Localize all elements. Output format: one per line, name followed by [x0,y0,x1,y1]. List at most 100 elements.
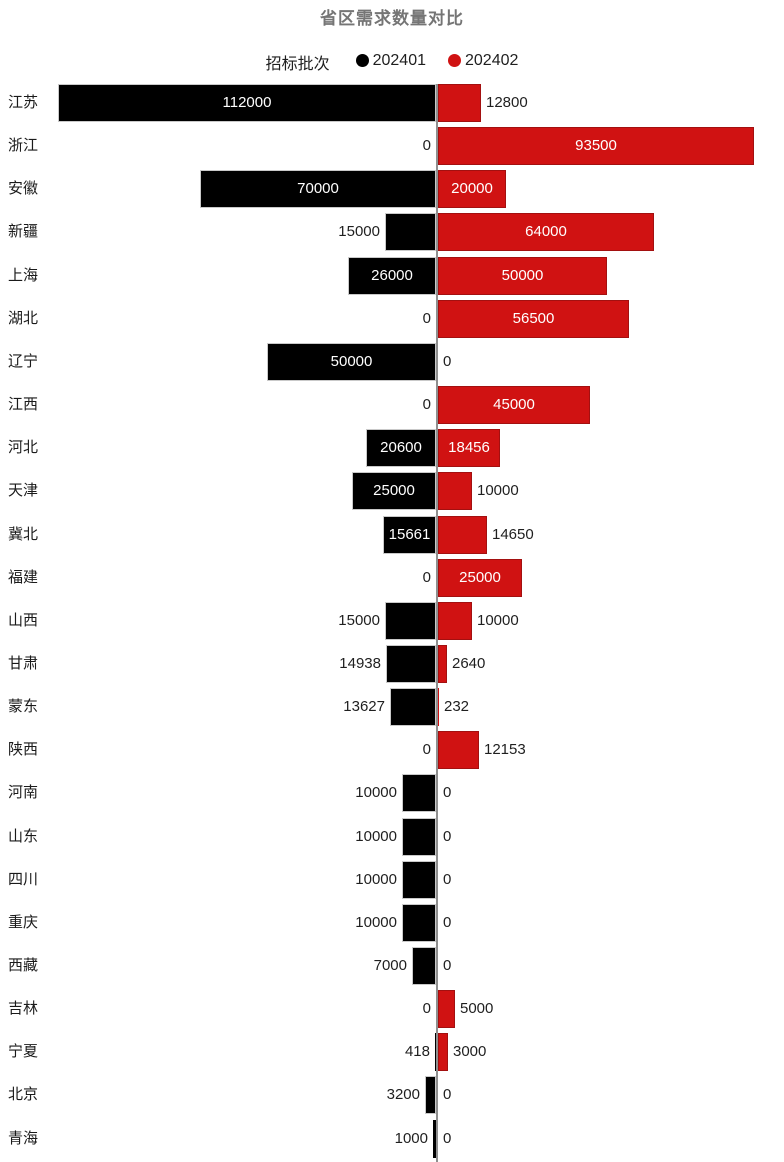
value-label-202401: 13627 [343,698,385,716]
value-label-202401: 0 [422,396,431,414]
chart-row: 天津 25000 10000 [0,472,784,511]
bar-202402[interactable] [438,731,479,770]
bar-202402[interactable] [438,558,522,597]
chart-row: 山西 15000 10000 [0,601,784,640]
bar-202401[interactable] [425,1076,436,1115]
category-label: 青海 [8,1129,39,1147]
value-label-202401: 1000 [394,1129,428,1147]
bar-202402[interactable] [438,515,487,554]
bar-202401[interactable] [200,170,436,209]
value-label-202401: 0 [422,741,431,759]
legend-item-202402[interactable]: 202402 [448,52,518,70]
value-label-202402: 5000 [460,1000,494,1018]
bar-202401[interactable] [385,213,436,252]
category-label: 天津 [8,482,39,500]
value-label-202402: 0 [443,913,452,931]
bar-202401[interactable] [58,84,436,122]
legend-item-202401[interactable]: 202401 [355,51,426,70]
legend-dot-202401 [355,54,369,68]
value-label-202402: 0 [443,870,452,888]
value-label-202401: 25000 [373,482,415,500]
chart-row: 江西 0 45000 [0,386,784,425]
category-label: 甘肃 [8,654,39,672]
bar-202401[interactable] [402,860,436,899]
value-label-202401: 14938 [339,654,381,672]
category-label: 安徽 [8,180,39,198]
bar-202401[interactable] [402,817,436,856]
bar-202402[interactable] [438,990,455,1029]
chart-row: 甘肃 14938 2640 [0,644,784,683]
bar-202401[interactable] [352,472,436,511]
value-label-202402: 56500 [512,309,555,327]
value-label-202401: 0 [422,137,431,155]
value-label-202401: 0 [422,1000,431,1018]
value-label-202401: 418 [404,1043,430,1061]
category-label: 冀北 [8,525,39,543]
chart-row: 宁夏 418 3000 [0,1033,784,1072]
bar-202402[interactable] [438,472,472,511]
value-label-202402: 0 [443,1129,452,1147]
legend-label: 202402 [465,51,519,69]
value-label-202401: 15000 [338,223,380,241]
value-label-202401: 7000 [373,957,407,974]
chart-row: 河北 20600 18456 [0,429,784,468]
value-label-202402: 0 [443,352,452,370]
value-label-202401: 3200 [386,1086,420,1104]
value-label-202402: 10000 [477,482,519,500]
bar-202401[interactable] [386,644,436,683]
category-label: 浙江 [8,137,39,155]
category-label: 福建 [8,568,39,586]
category-label: 新疆 [8,223,39,241]
bar-202401[interactable] [435,1033,436,1072]
bar-202402[interactable] [438,601,472,640]
value-label-202402: 64000 [525,223,567,241]
value-label-202402: 25000 [459,568,501,586]
value-label-202402: 2640 [452,654,486,672]
bar-202401[interactable] [366,429,436,468]
bar-202402[interactable] [438,644,447,683]
category-label: 吉林 [8,1000,39,1018]
bar-202402[interactable] [438,170,506,209]
chart-row: 吉林 0 5000 [0,990,784,1029]
bar-202402[interactable] [438,1033,448,1072]
chart-row: 福建 0 25000 [0,558,784,597]
value-label-202401: 10000 [355,827,397,845]
category-label: 上海 [8,266,39,284]
value-label-202402: 20000 [451,180,493,198]
axis-line [436,84,438,1162]
value-label-202401: 15000 [338,611,380,629]
bar-202401[interactable] [402,903,436,942]
bar-202401[interactable] [348,256,436,295]
chart-row: 北京 3200 0 [0,1076,784,1115]
legend: 招标批次 202401 202402 [0,48,784,76]
chart-row: 上海 26000 50000 [0,256,784,295]
bar-202402[interactable] [438,429,500,468]
bar-202401[interactable] [433,1119,436,1158]
category-label: 陕西 [8,741,39,759]
value-label-202402: 93500 [575,137,617,155]
chart-row: 辽宁 50000 0 [0,342,784,381]
bar-202401[interactable] [390,688,436,727]
value-label-202401: 0 [422,568,431,586]
legend-label: 202401 [372,51,426,69]
bar-202402[interactable] [438,127,754,166]
bar-202401[interactable] [402,774,436,813]
bar-202402[interactable] [438,299,629,338]
category-label: 辽宁 [8,352,39,370]
bar-202401[interactable] [267,342,436,381]
chart-row: 江苏 112000 12800 [0,84,784,122]
bar-202402[interactable] [438,84,481,122]
bar-202402[interactable] [438,386,590,425]
bar-202401[interactable] [383,515,436,554]
bar-202402[interactable] [438,213,654,252]
bar-202402[interactable] [438,688,439,727]
category-label: 山东 [8,827,39,845]
category-label: 河北 [8,439,39,457]
legend-items: 202401 202402 [355,51,518,73]
chart-row: 青海 1000 0 [0,1119,784,1158]
category-label: 宁夏 [8,1043,39,1061]
bar-202401[interactable] [385,601,436,640]
bar-202401[interactable] [412,947,436,985]
bar-202402[interactable] [438,256,607,295]
